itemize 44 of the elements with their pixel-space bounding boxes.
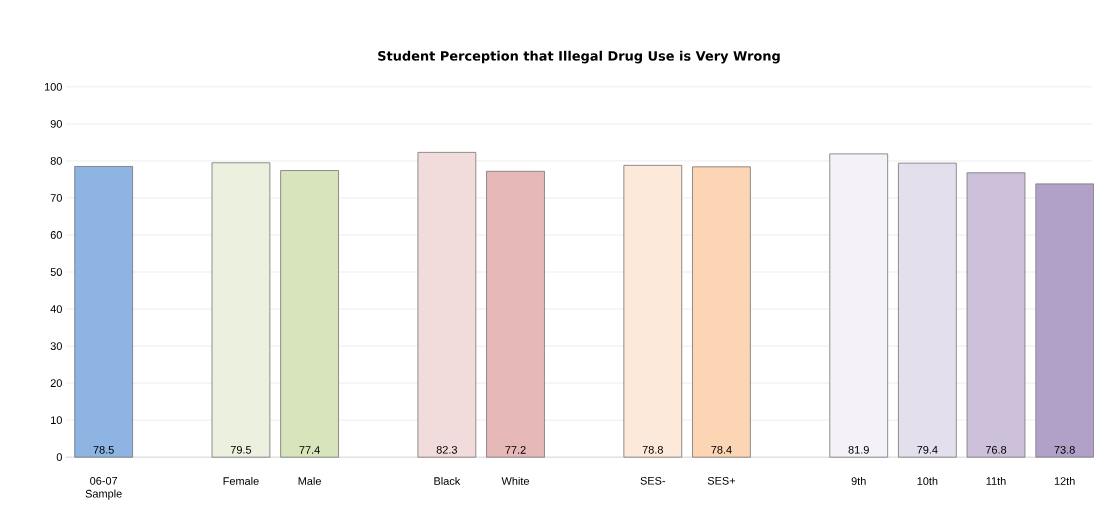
x-tick-label: 11th: [986, 476, 1006, 485]
bar: [692, 166, 751, 458]
y-tick-label: 0: [56, 453, 62, 462]
bar: [829, 153, 889, 458]
data-label: 78.4: [711, 445, 732, 454]
x-tick-label: SES-: [640, 476, 666, 485]
bar: [74, 166, 133, 458]
data-label: 76.8: [985, 445, 1007, 454]
x-tick-label: Female: [223, 476, 259, 485]
data-label: 82.3: [436, 445, 458, 454]
x-tick-label: SES+: [707, 476, 736, 485]
bar: [280, 170, 339, 458]
y-tick-label: 10: [51, 416, 62, 424]
chart-title: Student Perception that Illegal Drug Use is Very Wrong: [378, 50, 780, 64]
data-label: 81.9: [848, 445, 869, 454]
bar: [966, 172, 1026, 458]
x-tick-label: 10th: [917, 476, 938, 485]
y-tick-label: 20: [50, 379, 62, 387]
x-tick-label: Male: [298, 476, 321, 485]
data-label: 79.4: [917, 445, 938, 454]
bar: [211, 162, 271, 458]
x-tick-label: 12th: [1054, 476, 1075, 485]
data-label: 77.4: [299, 446, 320, 454]
data-label: 78.5: [93, 445, 114, 454]
y-tick-label: 40: [50, 305, 62, 313]
bar: [623, 164, 683, 458]
bar: [898, 162, 957, 458]
y-tick-label: 50: [50, 268, 62, 276]
bar: [417, 151, 477, 458]
x-tick-label: 06-07 Sample: [85, 476, 122, 500]
x-tick-label: 9th: [851, 476, 866, 485]
y-tick-label: 90: [50, 119, 62, 128]
data-label: 79.5: [230, 445, 252, 454]
data-label: 73.8: [1054, 445, 1075, 454]
y-tick-label: 30: [50, 342, 62, 350]
y-tick-label: 80: [50, 157, 62, 165]
x-tick-label: White: [501, 476, 530, 485]
x-tick-label: Black: [434, 476, 461, 485]
y-tick-label: 100: [44, 82, 62, 91]
bar: [486, 170, 545, 458]
y-tick-label: 70: [50, 194, 62, 202]
data-label: 77.2: [505, 446, 526, 454]
y-tick-label: 60: [50, 231, 62, 239]
data-label: 78.8: [642, 445, 663, 454]
